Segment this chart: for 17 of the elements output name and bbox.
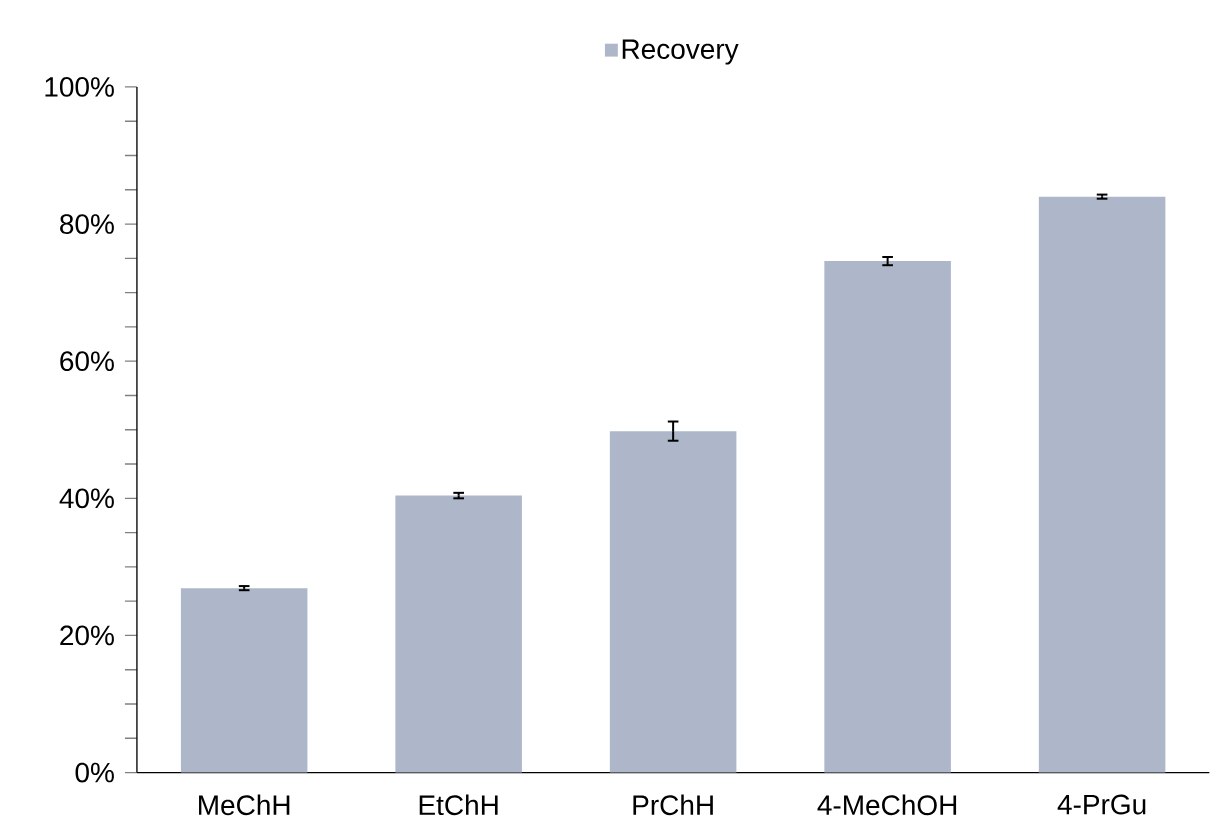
x-tick-label: PrChH: [633, 794, 713, 816]
y-tick-label: 100%: [45, 77, 114, 98]
y-tick-label: 20%: [60, 625, 114, 646]
x-tick-label: 4-MeChOH: [817, 794, 957, 816]
bar: [395, 495, 522, 773]
y-tick-label: 80%: [60, 214, 114, 235]
bar: [1038, 196, 1166, 773]
y-tick-label: 40%: [59, 488, 114, 509]
bar: [824, 261, 951, 773]
x-tick-label: EtChH: [419, 794, 498, 816]
x-tick-label: MeChH: [199, 794, 290, 816]
bar: [609, 431, 737, 773]
y-tick-label: 0%: [75, 762, 114, 783]
x-tick-label: 4-PrGu: [1057, 794, 1146, 815]
y-tick-label: 60%: [60, 351, 114, 372]
bar: [180, 588, 308, 773]
legend-label: Recovery: [622, 39, 739, 65]
